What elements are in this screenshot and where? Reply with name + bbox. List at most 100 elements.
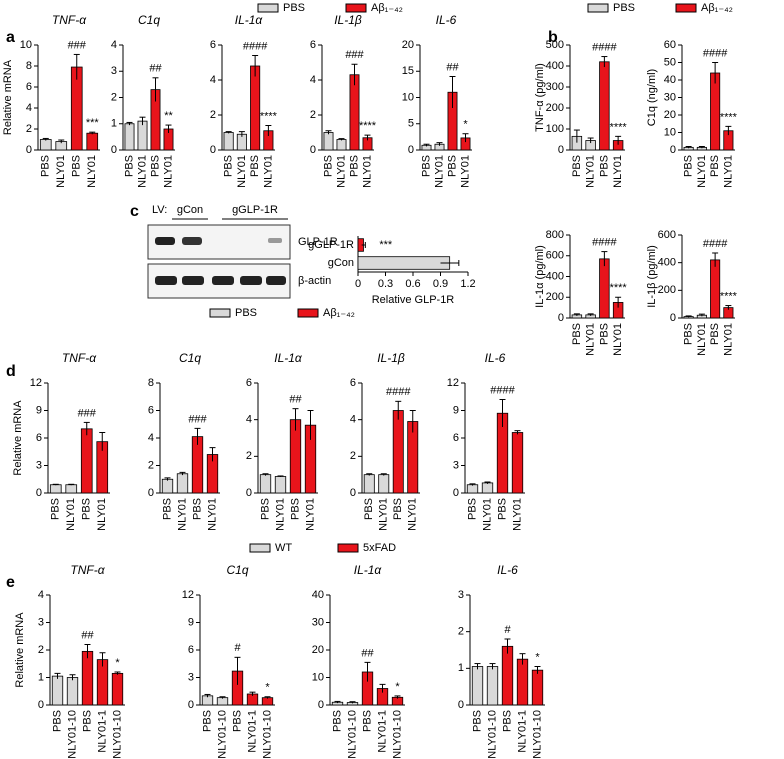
blot-band xyxy=(155,237,175,245)
chart-title: C1q xyxy=(226,563,248,577)
y-tick-label: 4 xyxy=(26,102,32,114)
y-tick-label: 9 xyxy=(36,404,42,416)
x-tick-label: NLY01 xyxy=(96,498,108,531)
annotation: ### xyxy=(188,413,207,425)
x-tick-label: NLY01 xyxy=(612,155,624,188)
panel-label: c xyxy=(130,203,139,220)
y-tick-label: 2 xyxy=(26,123,32,135)
x-tick-label: NLY01 xyxy=(86,155,98,188)
y-tick-label: 3 xyxy=(38,616,44,628)
x-tick-label: 1.2 xyxy=(460,278,475,290)
x-tick-label: NLY01 xyxy=(262,155,274,188)
annotation: #### xyxy=(243,40,268,52)
y-tick-label: 6 xyxy=(246,377,252,389)
y-tick-label: 3 xyxy=(458,589,464,601)
x-tick-label: PBS xyxy=(571,155,583,177)
x-tick-label: NLY01 xyxy=(585,323,597,356)
x-tick-label: 0.3 xyxy=(378,278,393,290)
y-tick-label: 0 xyxy=(670,312,676,324)
x-tick-label: PBS xyxy=(598,155,610,177)
bar xyxy=(161,478,174,494)
y-tick-label: 100 xyxy=(546,123,564,135)
bar xyxy=(511,432,524,494)
chart-title: IL-1β xyxy=(377,351,405,365)
x-tick-label: NLY01 xyxy=(378,498,390,531)
bar xyxy=(80,428,93,494)
bar xyxy=(124,123,135,151)
y-tick-label: 30 xyxy=(312,616,324,628)
y-tick-label: 20 xyxy=(312,644,324,656)
annotation: **** xyxy=(260,110,278,122)
y-axis-label: C1q (ng/ml) xyxy=(646,69,658,126)
blot-band xyxy=(268,238,282,243)
x-tick-label: 0.9 xyxy=(433,278,448,290)
x-tick-label: PBS xyxy=(161,498,173,520)
bar xyxy=(501,645,514,706)
x-tick-label: NLY01-10 xyxy=(346,710,358,759)
panel-label: d xyxy=(6,363,16,380)
y-tick-label: gGLP-1R xyxy=(308,239,354,251)
x-tick-label: PBS xyxy=(322,155,334,177)
x-tick-label: PBS xyxy=(392,498,404,520)
bar xyxy=(378,474,390,494)
annotation: * xyxy=(265,682,270,694)
y-tick-label: 30 xyxy=(664,91,676,103)
chart-title: C1q xyxy=(138,13,160,27)
annotation: **** xyxy=(720,290,738,302)
x-tick-label: 0 xyxy=(355,278,361,290)
annotation: # xyxy=(234,642,241,654)
blot-band xyxy=(266,276,286,285)
x-tick-label: PBS xyxy=(501,710,513,732)
y-tick-label: 60 xyxy=(664,39,676,51)
y-tick-label: 200 xyxy=(658,284,676,296)
y-axis-label: Relative mRNA xyxy=(2,59,14,135)
legend-swatch xyxy=(337,543,359,553)
y-tick-label: 4 xyxy=(148,432,154,444)
y-tick-label: 1 xyxy=(111,118,117,130)
x-tick-label: NLY01 xyxy=(162,155,174,188)
annotation: ** xyxy=(164,110,173,122)
y-tick-label: 50 xyxy=(664,56,676,68)
y-axis-label: TNF-α (pg/ml) xyxy=(534,63,546,132)
y-tick-label: 6 xyxy=(26,81,32,93)
bar xyxy=(259,474,272,494)
x-tick-label: NLY01-10 xyxy=(66,710,78,759)
y-tick-label: 400 xyxy=(658,257,676,269)
y-tick-label: 2 xyxy=(148,459,154,471)
bar xyxy=(274,476,287,494)
blot-band xyxy=(155,276,177,285)
legend-swatch xyxy=(297,308,319,318)
y-tick-label: 3 xyxy=(36,459,42,471)
legend-swatch xyxy=(257,3,279,13)
annotation: *** xyxy=(379,239,393,251)
x-tick-label: NLY01-10 xyxy=(261,710,273,759)
x-tick-label: PBS xyxy=(231,710,243,732)
x-tick-label: NLY01 xyxy=(612,323,624,356)
x-tick-label: PBS xyxy=(683,155,695,177)
y-tick-label: 8 xyxy=(148,377,154,389)
x-tick-label: PBS xyxy=(123,155,135,177)
annotation: *** xyxy=(86,117,100,129)
bar xyxy=(223,132,234,151)
y-tick-label: 4 xyxy=(111,39,117,51)
y-tick-label: 10 xyxy=(664,126,676,138)
annotation: #### xyxy=(703,238,728,250)
legend-label: Aβ₁₋₄₂ xyxy=(371,2,403,14)
y-tick-label: 10 xyxy=(312,671,324,683)
x-tick-label: PBS xyxy=(466,498,478,520)
y-tick-label: 3 xyxy=(111,65,117,77)
y-tick-label: 6 xyxy=(350,377,356,389)
y-tick-label: 12 xyxy=(30,377,42,389)
y-axis-label: IL-1β (pg/ml) xyxy=(646,245,658,308)
x-tick-label: NLY01-1 xyxy=(246,710,258,753)
blot-lv: LV: xyxy=(152,204,167,216)
x-tick-label: PBS xyxy=(201,710,213,732)
y-tick-label: 2 xyxy=(38,644,44,656)
chart-title: IL-1β xyxy=(334,13,362,27)
legend-label: 5xFAD xyxy=(363,542,396,554)
y-tick-label: 400 xyxy=(546,60,564,72)
annotation: ## xyxy=(289,394,302,406)
bar xyxy=(81,650,94,706)
annotation: ## xyxy=(361,647,374,659)
